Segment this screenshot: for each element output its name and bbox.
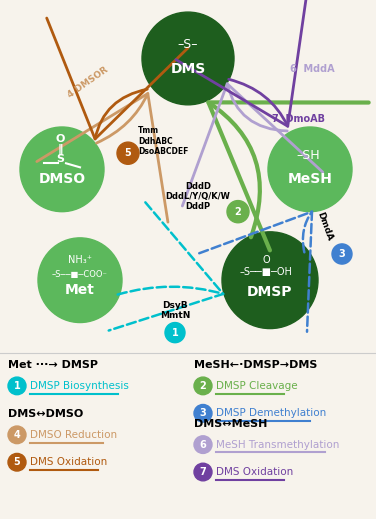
Text: DMSP Biosynthesis: DMSP Biosynthesis: [30, 381, 129, 391]
Text: DMS Oxidation: DMS Oxidation: [30, 457, 107, 467]
Circle shape: [268, 127, 352, 212]
Text: 2: 2: [235, 207, 241, 216]
Text: MeSH Transmethylation: MeSH Transmethylation: [216, 440, 340, 449]
Circle shape: [222, 232, 318, 329]
Text: Tmm
DdhABC
DsoABCDEF: Tmm DdhABC DsoABCDEF: [138, 126, 188, 156]
Text: DMS↔DMSO: DMS↔DMSO: [8, 409, 83, 419]
Text: Met ···→ DMSP: Met ···→ DMSP: [8, 361, 98, 371]
FancyArrowPatch shape: [176, 0, 306, 126]
FancyArrowPatch shape: [199, 212, 312, 332]
Text: O: O: [262, 255, 270, 265]
FancyArrowPatch shape: [109, 202, 223, 331]
Text: –S──■─OH: –S──■─OH: [240, 267, 293, 277]
Circle shape: [165, 322, 185, 343]
FancyArrowPatch shape: [47, 18, 188, 139]
Text: 4: 4: [14, 430, 20, 440]
Text: DMS↔MeSH: DMS↔MeSH: [194, 419, 267, 429]
Circle shape: [117, 142, 139, 165]
Text: 1: 1: [171, 327, 178, 338]
Text: DddD
DddL/Y/Q/K/W
DddP: DddD DddL/Y/Q/K/W DddP: [165, 182, 230, 211]
Text: 3: 3: [339, 249, 346, 259]
Text: –S–: –S–: [178, 38, 198, 51]
Circle shape: [142, 12, 234, 105]
Circle shape: [38, 238, 122, 322]
FancyArrowPatch shape: [208, 102, 369, 250]
Circle shape: [227, 200, 249, 223]
Text: DmdA: DmdA: [315, 211, 334, 242]
Circle shape: [8, 426, 26, 444]
Text: 7: 7: [200, 467, 206, 477]
Text: NH₃⁺: NH₃⁺: [68, 255, 92, 265]
Text: 7  DmoAB: 7 DmoAB: [272, 114, 325, 124]
Circle shape: [332, 244, 352, 264]
Text: –SH: –SH: [296, 149, 320, 162]
FancyArrowPatch shape: [37, 93, 168, 222]
Text: DMS: DMS: [170, 62, 206, 76]
Text: –S──■─COO⁻: –S──■─COO⁻: [52, 270, 108, 279]
FancyArrowPatch shape: [182, 84, 323, 206]
Circle shape: [194, 404, 212, 422]
Text: 4 DMSOR: 4 DMSOR: [66, 65, 110, 100]
Circle shape: [194, 436, 212, 454]
Text: 6  MddA: 6 MddA: [290, 63, 335, 74]
Text: 1: 1: [14, 381, 20, 391]
Circle shape: [194, 463, 212, 481]
Text: O
‖
S: O ‖ S: [55, 134, 65, 164]
Text: DMSO: DMSO: [38, 172, 86, 186]
Circle shape: [20, 127, 104, 212]
Text: 5: 5: [124, 148, 131, 158]
Text: DsyB
MmtN: DsyB MmtN: [160, 301, 190, 320]
Text: DMSO Reduction: DMSO Reduction: [30, 430, 117, 440]
Text: MeSH←·DMSP→DMS: MeSH←·DMSP→DMS: [194, 361, 317, 371]
Text: DMSP: DMSP: [247, 285, 293, 299]
Text: DMS Oxidation: DMS Oxidation: [216, 467, 293, 477]
Circle shape: [8, 454, 26, 471]
Text: DMSP Cleavage: DMSP Cleavage: [216, 381, 298, 391]
Circle shape: [8, 377, 26, 395]
Text: MeSH: MeSH: [288, 172, 332, 186]
Text: 6: 6: [200, 440, 206, 449]
Text: DMSP Demethylation: DMSP Demethylation: [216, 408, 326, 418]
Text: 2: 2: [200, 381, 206, 391]
Circle shape: [194, 377, 212, 395]
Text: 3: 3: [200, 408, 206, 418]
Text: Met: Met: [65, 283, 95, 297]
Text: 5: 5: [14, 457, 20, 467]
